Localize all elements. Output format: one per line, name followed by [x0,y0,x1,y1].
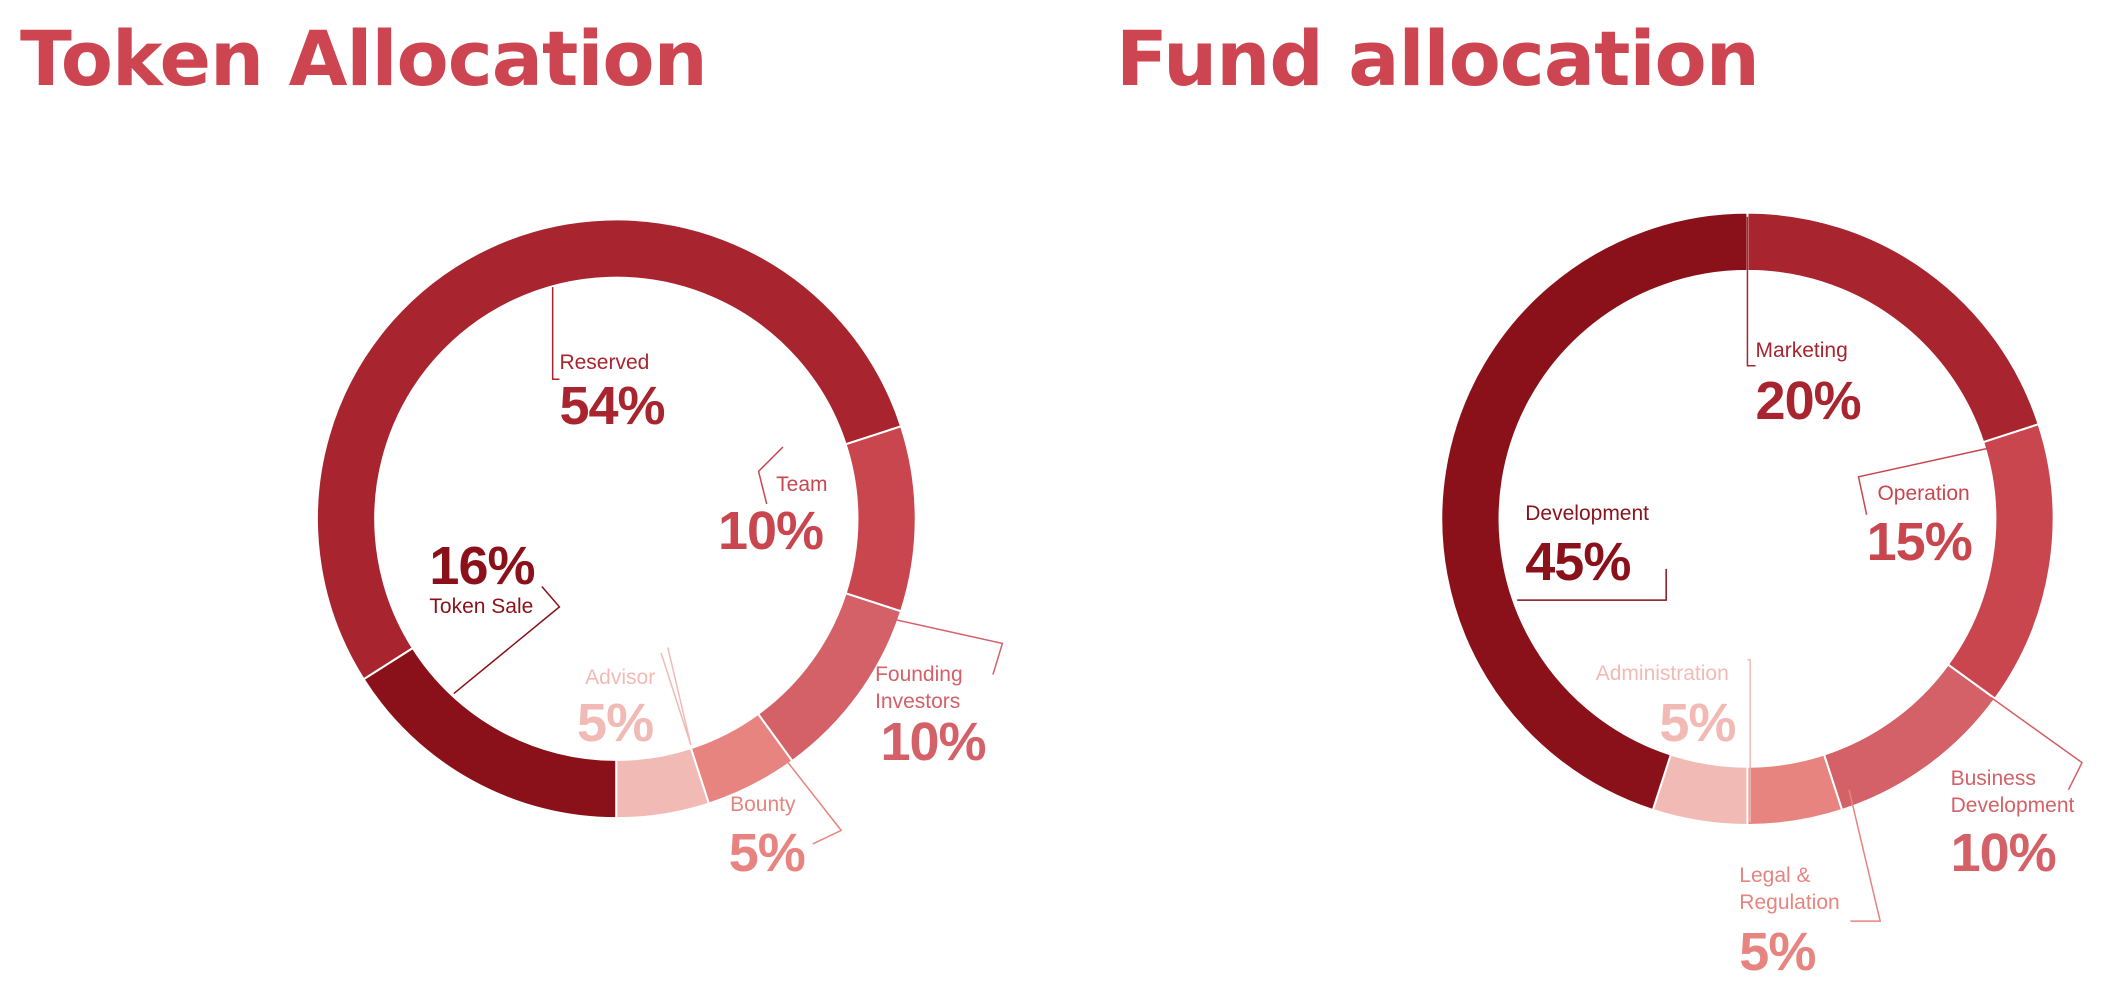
leader-line [757,446,784,505]
value-label: 5% [1739,922,1816,983]
slice-label: Founding Investors [875,663,963,714]
slice [1440,211,1749,812]
value-label: 10% [717,500,824,561]
leader-line [1857,446,1995,515]
slice-label: Administration [1595,661,1729,685]
value-label: 10% [880,712,986,773]
slice-label: Team [776,473,828,497]
slice-label: Development [1525,501,1649,525]
slice-label: Marketing [1755,339,1848,363]
value-label: 54% [559,376,665,437]
slice [615,746,711,820]
value-label: 5% [577,693,654,754]
value-label: 5% [1659,693,1736,754]
value-label: 15% [1866,511,1973,572]
value-label: 16% [429,536,535,597]
leader-line [771,741,843,845]
leader-line [1990,697,2083,791]
slice-label: Reserved [559,351,650,375]
slice-label: Operation [1877,481,1970,505]
slice-label: Token Sale [429,595,534,619]
chart-title: Fund allocation [1116,14,1760,103]
slice-label: Bounty [730,793,796,817]
leader-line [551,287,560,381]
leader-line [453,586,561,695]
slice-label: Business Development [1950,767,2075,818]
leader-line [660,647,692,746]
leader-line [880,615,1004,675]
slice-label: Legal & Regulation [1739,863,1840,914]
value-label: 5% [728,823,806,884]
value-label: 20% [1755,370,1862,431]
chart-title: Token Allocation [20,14,708,103]
slice-label: Advisor [585,665,656,689]
leader-line [1848,789,1882,922]
leader-line [1747,658,1751,823]
value-label: 45% [1525,532,1631,593]
leader-line [1746,216,1756,367]
slice [844,425,917,613]
slice [1746,753,1844,826]
leader-line [1517,568,1667,601]
slice [315,218,903,681]
value-label: 10% [1950,823,2057,884]
